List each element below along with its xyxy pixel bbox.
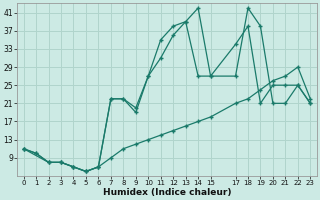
X-axis label: Humidex (Indice chaleur): Humidex (Indice chaleur) (103, 188, 231, 197)
